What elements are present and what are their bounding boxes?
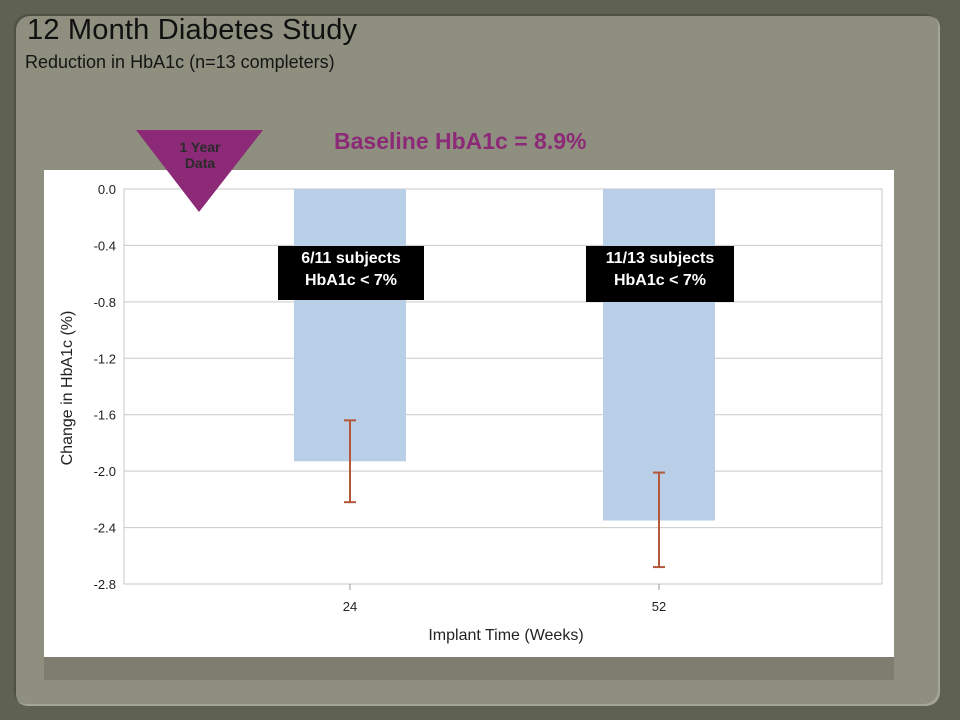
- x-tick-label: 52: [652, 599, 666, 614]
- y-axis-title: Change in HbA1c (%): [59, 311, 76, 466]
- y-tick-label: -1.6: [94, 408, 116, 423]
- annotation-line2: HbA1c < 7%: [304, 272, 398, 289]
- y-tick-label: -2.4: [94, 521, 116, 536]
- annotation-box-52: 11/13 subjects HbA1c < 7%: [586, 246, 734, 302]
- x-axis-title: Implant Time (Weeks): [428, 627, 583, 644]
- badge-line1: 1 Year: [179, 139, 221, 155]
- y-tick-label: -2.0: [94, 464, 116, 479]
- bar-52: [603, 189, 715, 521]
- bar-24: [294, 189, 406, 462]
- chart-panel: [44, 170, 894, 680]
- y-tick-label: 0.0: [98, 182, 116, 197]
- y-tick-label: -0.4: [94, 238, 116, 253]
- chart-footer-band: [44, 657, 894, 680]
- annotation-line1: 6/11 subjects: [301, 250, 401, 267]
- y-tick-label: -0.8: [94, 295, 116, 310]
- annotation-line2: HbA1c < 7%: [613, 272, 707, 289]
- baseline-note: Baseline HbA1c = 8.9%: [334, 128, 587, 154]
- annotation-box-24: 6/11 subjects HbA1c < 7%: [278, 246, 424, 300]
- y-tick-label: -1.2: [94, 351, 116, 366]
- one-year-badge: 1 Year Data: [166, 139, 234, 171]
- plot-frame: [123, 188, 883, 585]
- slide-title: 12 Month Diabetes Study: [27, 14, 358, 46]
- badge-line2: Data: [184, 155, 216, 171]
- y-tick-label: -2.8: [94, 577, 116, 592]
- annotation-line1: 11/13 subjects: [605, 250, 715, 267]
- x-tick-label: 24: [343, 599, 357, 614]
- slide-subtitle: Reduction in HbA1c (n=13 completers): [25, 52, 335, 72]
